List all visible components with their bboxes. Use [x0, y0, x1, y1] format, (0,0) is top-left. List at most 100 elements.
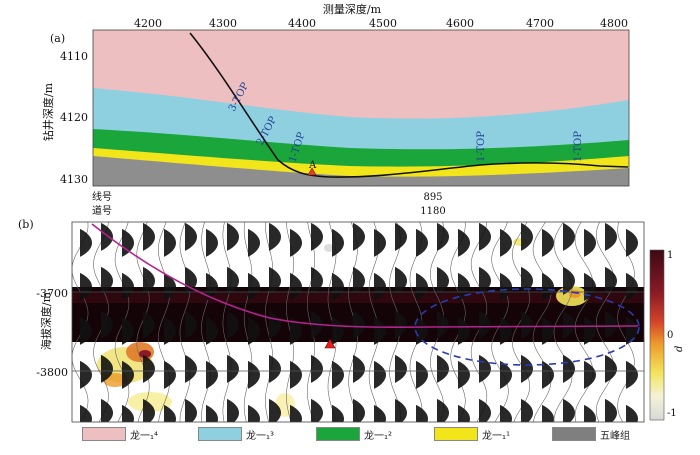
wiggle-lobe	[479, 398, 491, 422]
wiggle-lobe	[584, 272, 596, 301]
wiggle-lobe	[374, 404, 386, 422]
wiggle-lobe	[416, 360, 428, 389]
wiggle-lobe	[332, 228, 344, 257]
wiggle-lobe	[437, 266, 449, 295]
left-tick-label: 4130	[60, 173, 88, 186]
colorbar-min: -1	[667, 408, 677, 419]
wiggle-lobe	[353, 354, 365, 383]
wiggle-lobe	[206, 404, 218, 422]
wiggle-lobe	[458, 316, 470, 345]
wiggle-lobe	[311, 398, 323, 422]
top-tick-label: 4800	[600, 17, 628, 30]
wiggle-lobe	[521, 266, 533, 295]
wiggle-lobe	[290, 272, 302, 301]
wiggle-lobe	[542, 272, 554, 301]
wiggle-lobe	[479, 310, 491, 339]
marker-a-label: A	[308, 160, 317, 171]
line-label: 线号	[92, 190, 112, 203]
wiggle-lobe	[626, 404, 638, 422]
wiggle-trace	[596, 222, 614, 422]
wiggle-lobe	[542, 360, 554, 389]
seismic-section	[72, 222, 644, 422]
legend-item: 龙一₁²	[316, 425, 392, 443]
wiggle-lobe	[80, 404, 92, 422]
wiggle-lobe	[311, 222, 323, 251]
wiggle-lobe	[542, 228, 554, 257]
legend-item: 五峰组	[552, 425, 630, 443]
left-axis-title-a: 钻井深度/m	[41, 82, 55, 141]
wiggle-lobe	[122, 316, 134, 345]
wiggle-lobe	[353, 222, 365, 251]
wiggle-lobe	[479, 266, 491, 295]
wiggle-lobe	[122, 404, 134, 422]
panel-a: (a) 测量深度/m 4200 4300 4400 4500 4600 4700…	[41, 2, 630, 217]
wiggle-lobe	[458, 360, 470, 389]
wiggle-lobe	[500, 404, 512, 422]
top-axis-ticks: 4200 4300 4400 4500 4600 4700 4800	[134, 17, 628, 30]
colorbar-title: d	[674, 346, 685, 352]
left-tick-label: -3800	[36, 366, 68, 379]
wiggle-lobe	[353, 310, 365, 339]
wiggle-lobe	[101, 222, 113, 251]
wiggle-lobe	[521, 398, 533, 422]
panel-b: (b)	[18, 218, 685, 423]
wiggle-trace	[532, 222, 552, 422]
wiggle-lobe	[185, 354, 197, 383]
wiggle-lobe	[584, 404, 596, 422]
wiggle-lobe	[248, 228, 260, 257]
wiggle-lobe	[584, 228, 596, 257]
wiggle-lobe	[437, 310, 449, 339]
wiggle-lobe	[227, 310, 239, 339]
wiggle-lobe	[101, 266, 113, 295]
wiggle-lobe	[437, 222, 449, 251]
wiggle-lobe	[269, 398, 281, 422]
colorbar-gradient	[649, 249, 665, 421]
top-tick-label: 4600	[446, 17, 474, 30]
wiggle-lobe	[521, 354, 533, 383]
wiggle-trace	[574, 222, 594, 422]
colorbar-max: 1	[667, 250, 673, 261]
wiggle-trace	[201, 222, 211, 422]
wiggle-lobe	[227, 398, 239, 422]
legend-label: 五峰组	[600, 430, 630, 442]
wiggle-lobe	[248, 360, 260, 389]
wiggle-lobe	[185, 266, 197, 295]
wiggle-lobe	[416, 228, 428, 257]
left-tick-label: -3700	[36, 287, 68, 300]
wiggle-lobe	[584, 316, 596, 345]
wiggle-traces	[72, 222, 638, 422]
wiggle-trace	[136, 222, 150, 422]
wiggle-trace	[553, 222, 573, 422]
wiggle-lobe	[374, 316, 386, 345]
wiggle-lobe	[80, 228, 92, 257]
wiggle-lobe	[605, 398, 617, 422]
wiggle-lobe	[122, 360, 134, 389]
wiggle-lobe	[248, 404, 260, 422]
wiggle-lobe	[332, 316, 344, 345]
top-tick-label: 4400	[288, 17, 316, 30]
left-axis-title-b: 海拔深度/m	[39, 291, 53, 350]
wiggle-lobe	[563, 266, 575, 295]
wiggle-lobe	[206, 360, 218, 389]
wiggle-lobe	[416, 272, 428, 301]
wiggle-lobe	[248, 272, 260, 301]
legend-label: 龙一₁⁴	[130, 430, 159, 442]
wiggle-lobe	[164, 316, 176, 345]
wiggle-lobe	[164, 360, 176, 389]
wiggle-lobe	[185, 398, 197, 422]
wiggle-lobe	[143, 222, 155, 251]
panel-a-frame	[92, 29, 630, 187]
wiggle-lobe	[458, 404, 470, 422]
trace-label: 道号	[92, 204, 112, 217]
wiggle-lobe	[542, 404, 554, 422]
formation-layers	[93, 30, 629, 186]
wiggle-lobe	[626, 272, 638, 301]
wiggle-lobe	[311, 266, 323, 295]
wiggle-lobe	[227, 222, 239, 251]
wiggle-trace	[179, 222, 191, 422]
wiggle-lobe	[248, 316, 260, 345]
legend-item: 龙一₁¹	[434, 425, 510, 443]
well-trajectory	[189, 32, 629, 178]
panel-b-label: (b)	[18, 218, 34, 231]
